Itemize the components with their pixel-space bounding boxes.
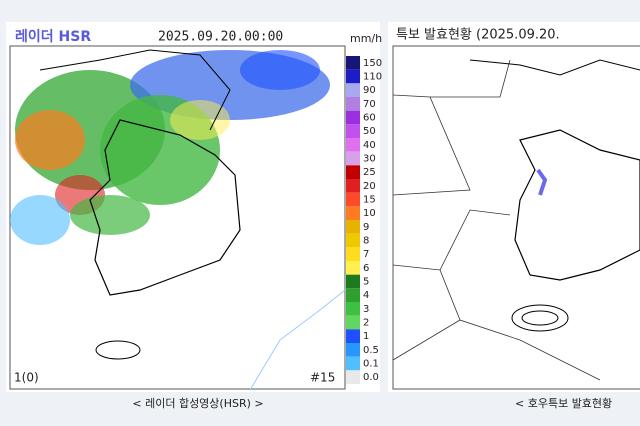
legend-swatch xyxy=(346,124,360,138)
legend-swatch xyxy=(346,165,360,179)
legend-swatch xyxy=(346,261,360,275)
radar-map xyxy=(9,45,346,391)
unit: mm/h xyxy=(350,32,382,45)
legend-swatch xyxy=(346,179,360,193)
legend-swatch xyxy=(346,356,360,371)
legend-label: 40 xyxy=(363,140,376,151)
legend-swatch xyxy=(346,56,360,70)
warning-title: 특보 발효현황 (2025.09.20. xyxy=(396,28,560,43)
legend-label: 20 xyxy=(363,181,376,192)
legend-label: 50 xyxy=(363,126,376,137)
legend-swatch xyxy=(346,302,360,316)
caption: < 레이더 합성영상(HSR) > xyxy=(132,397,263,410)
legend-swatch xyxy=(346,329,360,343)
legend-swatch xyxy=(346,247,360,261)
legend-label: 150 xyxy=(363,58,382,69)
legend-label: 90 xyxy=(363,85,376,96)
legend-label: 2 xyxy=(363,318,369,329)
legend-swatch xyxy=(346,274,360,289)
legend-label: 70 xyxy=(363,99,376,110)
legend-label: 0.5 xyxy=(363,345,379,356)
legend-swatch xyxy=(346,138,360,152)
legend-label: 3 xyxy=(363,304,369,315)
legend-swatch xyxy=(346,220,360,234)
legend-swatch xyxy=(346,192,360,207)
station-label: #15 xyxy=(310,371,335,385)
legend-label: 15 xyxy=(363,195,376,206)
warning-map xyxy=(392,45,640,390)
legend: 150 110 90 70 60 50 40 30 25 20 15 10 9 8 7 6 5 4 3 2 1 0.5 0.… xyxy=(346,56,382,384)
legend-swatch xyxy=(346,110,360,125)
legend-swatch xyxy=(346,206,360,220)
legend-label: 8 xyxy=(363,236,369,247)
legend-swatch xyxy=(346,69,360,84)
legend-swatch xyxy=(346,315,360,330)
caption: < 호우특보 발효현황 xyxy=(515,397,612,410)
frame-label: 1(0) xyxy=(14,371,39,385)
legend-label: 0.1 xyxy=(363,359,379,370)
legend-label: 4 xyxy=(363,290,369,301)
legend-swatch xyxy=(346,370,360,384)
legend-label: 9 xyxy=(363,222,369,233)
legend-label: 0.0 xyxy=(363,372,379,383)
legend-swatch xyxy=(346,233,360,248)
legend-swatch xyxy=(346,343,360,357)
radar-title: 레이더 HSR xyxy=(15,28,91,45)
legend-label: 7 xyxy=(363,249,369,260)
legend-label: 60 xyxy=(363,113,376,124)
timestamp: 2025.09.20.00:00 xyxy=(158,30,283,45)
legend-label: 1 xyxy=(363,331,369,342)
legend-swatch xyxy=(346,151,360,166)
legend-label: 10 xyxy=(363,208,376,219)
legend-swatch xyxy=(346,288,360,302)
legend-label: 5 xyxy=(363,277,369,288)
legend-swatch xyxy=(346,97,360,111)
legend-label: 30 xyxy=(363,154,376,165)
legend-swatch xyxy=(346,83,360,97)
legend-label: 25 xyxy=(363,167,376,178)
legend-label: 110 xyxy=(363,72,382,83)
legend-label: 6 xyxy=(363,263,369,274)
